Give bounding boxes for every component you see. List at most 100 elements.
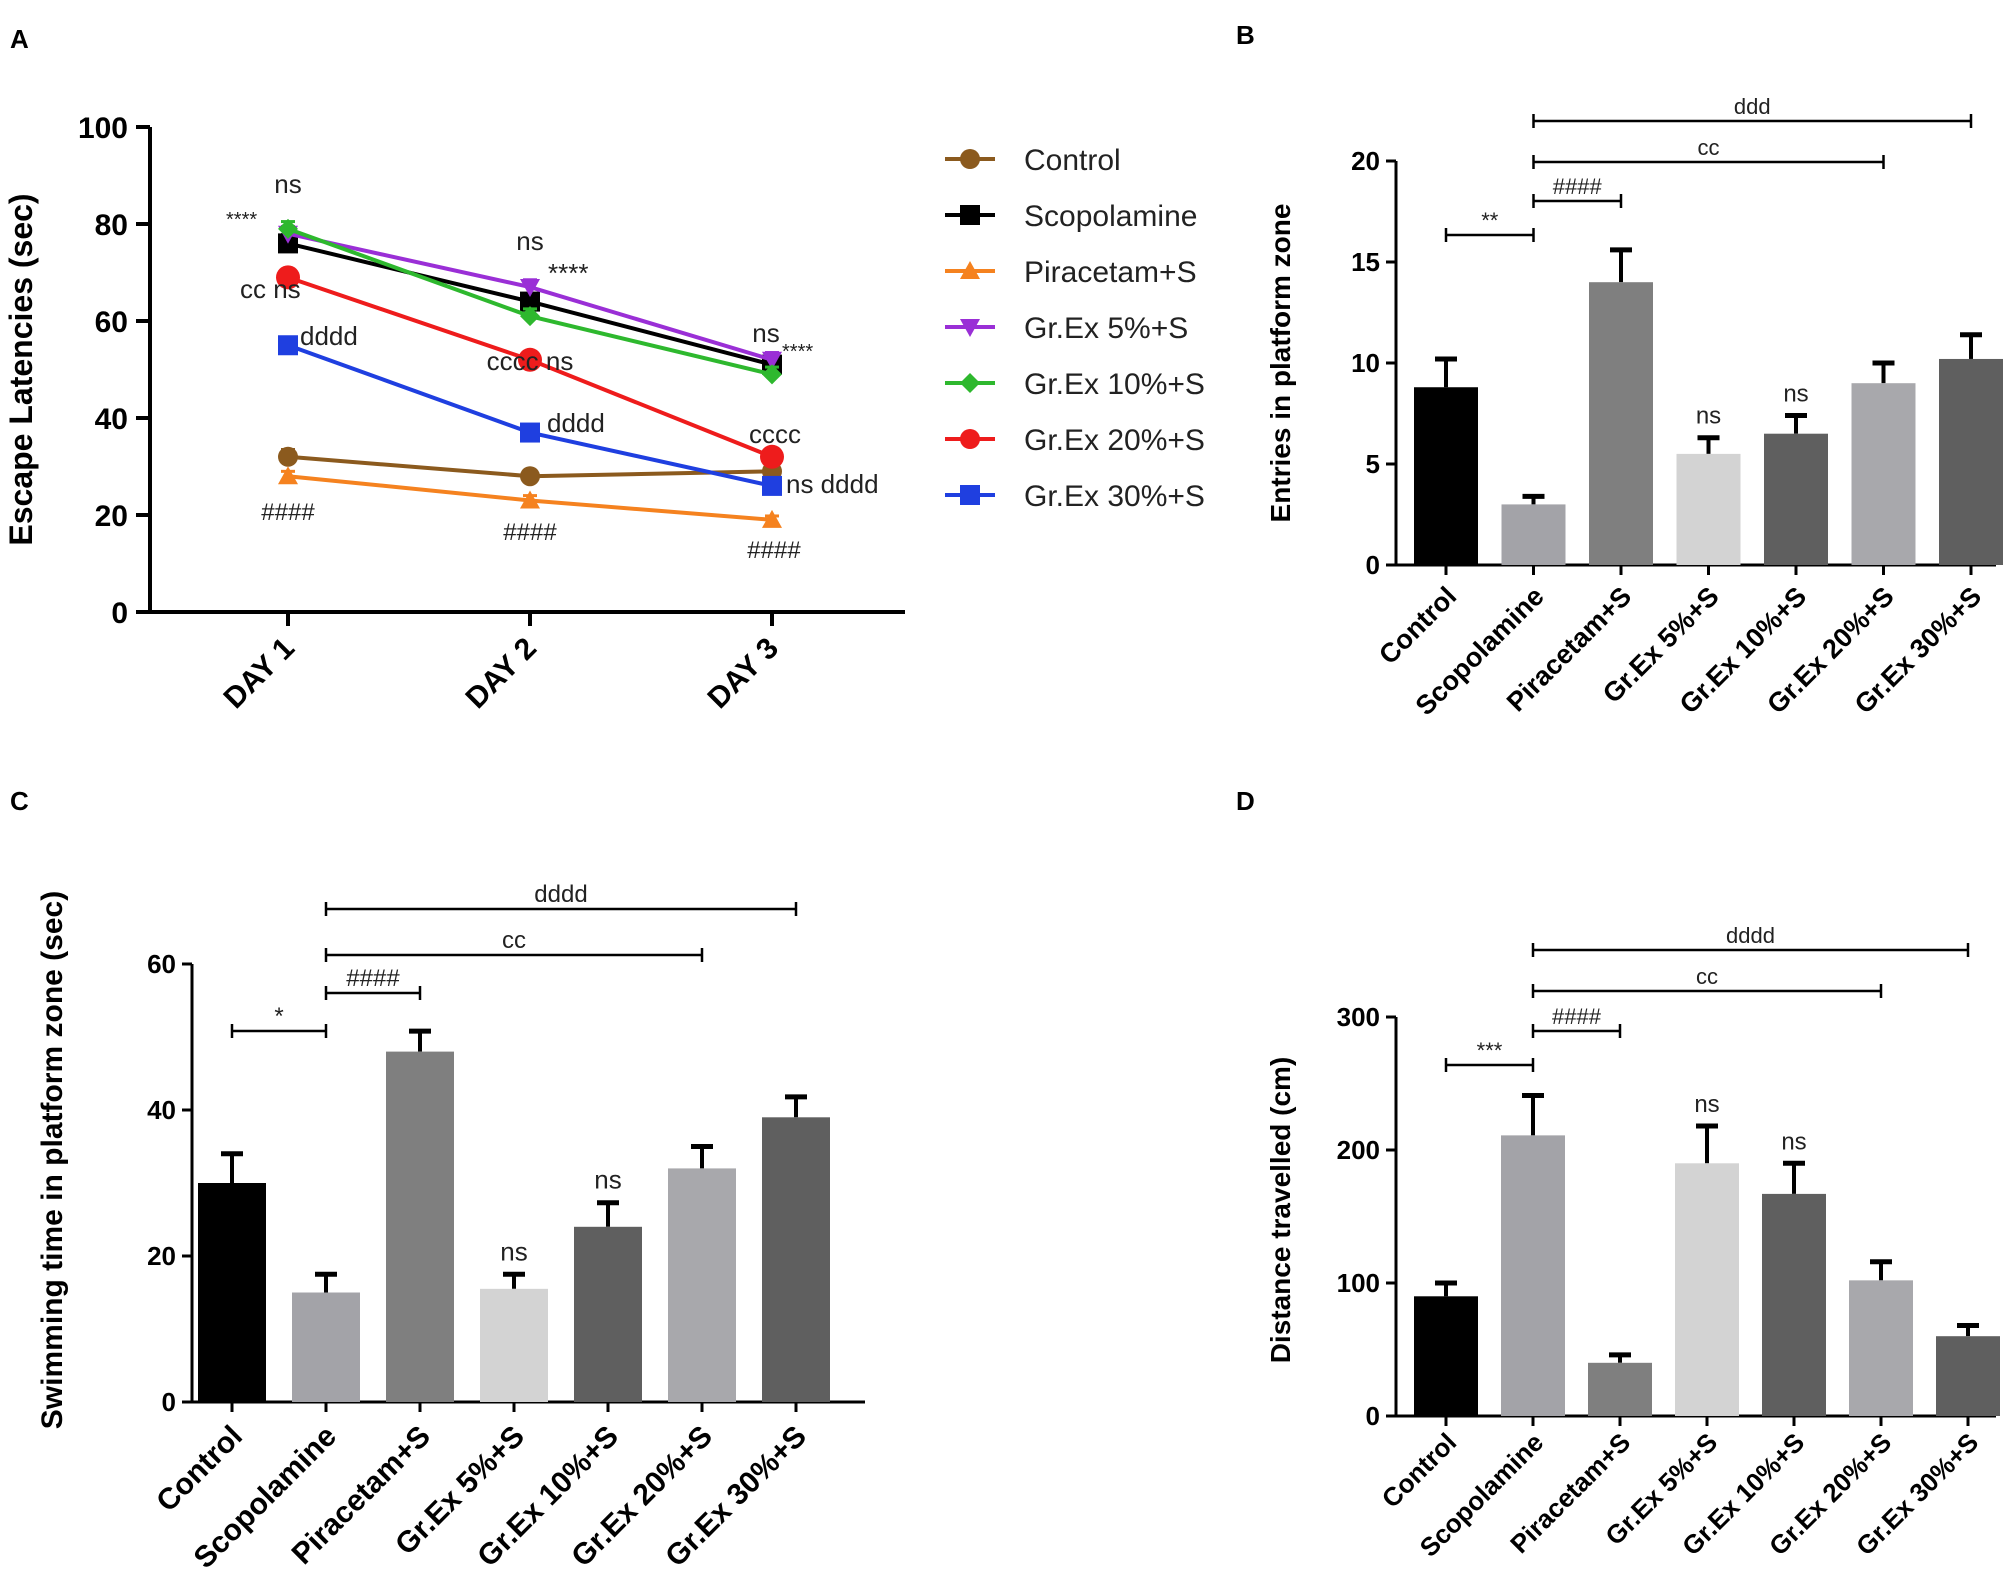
significance-label: cccc [749, 419, 801, 449]
comparison-label: cc [1698, 135, 1720, 160]
comparison-bracket: cc [1531, 964, 1883, 998]
comparison-bracket: dddd [324, 881, 798, 916]
bar-control: Control [150, 1151, 266, 1519]
bar-rect [1936, 1336, 2000, 1416]
y-tick-label: 200 [1337, 1135, 1380, 1165]
legend-label: Piracetam+S [1024, 256, 1197, 289]
data-point [520, 291, 540, 312]
data-point [762, 509, 782, 528]
series-piracetam-s [278, 466, 782, 528]
comparison-label: * [274, 1003, 283, 1030]
data-point [762, 475, 782, 496]
series-gr-ex-20-s [276, 265, 784, 469]
comparison-bracket: cc [1532, 135, 1885, 169]
legend-label: Scopolamine [1024, 200, 1197, 233]
y-tick-label: 20 [1351, 146, 1380, 176]
y-axis-title: Swimming time in platform zone (sec) [36, 891, 69, 1429]
legend-label: Gr.Ex 10%+S [1024, 368, 1205, 401]
legend-marker [960, 373, 980, 393]
data-point [520, 422, 540, 443]
significance-label: **** [782, 341, 813, 363]
legend-item-control: Control [945, 144, 1121, 177]
y-axis-title: Entries in platform zone [1265, 204, 1296, 523]
bar-control: Control [1373, 356, 1478, 670]
legend-marker [960, 429, 980, 449]
y-tick-label: 20 [95, 500, 128, 533]
y-tick-label: 0 [111, 597, 128, 630]
bar-rect [1939, 358, 2003, 565]
bar-significance-label: ns [1781, 1128, 1806, 1155]
bar-rect [1676, 453, 1741, 565]
legend-label: Gr.Ex 30%+S [1024, 480, 1205, 513]
significance-label: ns [752, 318, 779, 348]
comparison-label: #### [1553, 174, 1603, 199]
data-point [520, 306, 540, 327]
data-point [760, 444, 784, 469]
y-tick-label: 10 [1351, 348, 1380, 378]
series-control [278, 446, 782, 487]
data-point [278, 466, 298, 485]
series-gr-ex-30-s [278, 335, 782, 496]
panel-c-bar-chart: C 0 20 40 60 Swimming time in platform zone (… [10, 786, 865, 1575]
bar-control: Control [1376, 1280, 1478, 1514]
y-tick-label: 0 [1366, 550, 1380, 580]
bar-rect [1849, 1280, 1913, 1416]
legend-item-gr-ex-30-s: Gr.Ex 30%+S [945, 480, 1205, 513]
y-tick-label: 100 [1337, 1268, 1380, 1298]
legend-label: Gr.Ex 5%+S [1024, 312, 1188, 345]
x-tick-label: Control [1373, 581, 1462, 670]
bar-rect [1675, 1163, 1739, 1416]
panel-a-line-chart: A 0 20 40 60 80 100 DAY 1 DAY 2 DAY 3 Escape Laten… [3, 24, 1205, 715]
bar-significance-label: ns [1696, 403, 1721, 430]
comparison-label: cc [502, 927, 526, 954]
legend-label: Gr.Ex 20%+S [1024, 424, 1205, 457]
comparison-bracket: cc [324, 927, 704, 962]
bar-significance-label: ns [1694, 1091, 1719, 1118]
bar-rect [1588, 1362, 1652, 1416]
bar-rect [668, 1168, 736, 1402]
significance-label: ns dddd [786, 469, 879, 499]
data-point [762, 364, 782, 385]
legend-marker [960, 319, 980, 337]
legend-item-scopolamine: Scopolamine [945, 200, 1197, 233]
panel-d-bar-chart: D 0 100 200 300 Distance travelled (cm) Contro… [1236, 786, 2000, 1563]
significance-label: cc ns [240, 274, 301, 304]
x-tick-label: DAY 3 [701, 632, 784, 715]
comparison-label: ** [1481, 208, 1499, 233]
significance-label: cccc ns [487, 346, 574, 376]
significance-label: ns [516, 226, 543, 256]
y-axis-title: Distance travelled (cm) [1265, 1057, 1296, 1364]
bar-rect [1764, 433, 1828, 565]
bar-significance-label: ns [594, 1165, 621, 1195]
series-gr-ex-10-s [278, 218, 782, 385]
legend-item-gr-ex-20-s: Gr.Ex 20%+S [945, 424, 1205, 457]
comparison-label: ddd [1734, 94, 1771, 119]
comparison-label: dddd [1726, 923, 1775, 948]
y-axis-title: Escape Latencies (sec) [3, 193, 39, 545]
legend-marker [960, 205, 980, 225]
bar-rect [762, 1117, 830, 1402]
bar-rect [1414, 387, 1478, 565]
comparison-label: #### [346, 965, 400, 992]
y-tick-label: 0 [162, 1387, 176, 1417]
bar-rect [1501, 1135, 1565, 1416]
y-tick-label: 100 [78, 112, 128, 145]
bar-rect [1414, 1296, 1478, 1416]
y-tick-label: 80 [95, 209, 128, 242]
y-tick-label: 40 [95, 403, 128, 436]
data-point [762, 351, 782, 370]
bar-significance-label: ns [500, 1236, 527, 1266]
bar-rect [480, 1288, 548, 1402]
x-tick-label: Control [150, 1420, 249, 1519]
x-tick-label: DAY 2 [459, 632, 542, 715]
panel-label: C [10, 786, 29, 816]
bar-rect [386, 1051, 454, 1402]
bar-rect [292, 1292, 360, 1402]
comparison-label: cc [1696, 964, 1718, 989]
bar-rect [1589, 282, 1653, 565]
significance-label: **** [226, 209, 257, 231]
data-point [278, 335, 298, 356]
significance-label: ns [274, 169, 301, 199]
y-tick-label: 15 [1351, 247, 1380, 277]
